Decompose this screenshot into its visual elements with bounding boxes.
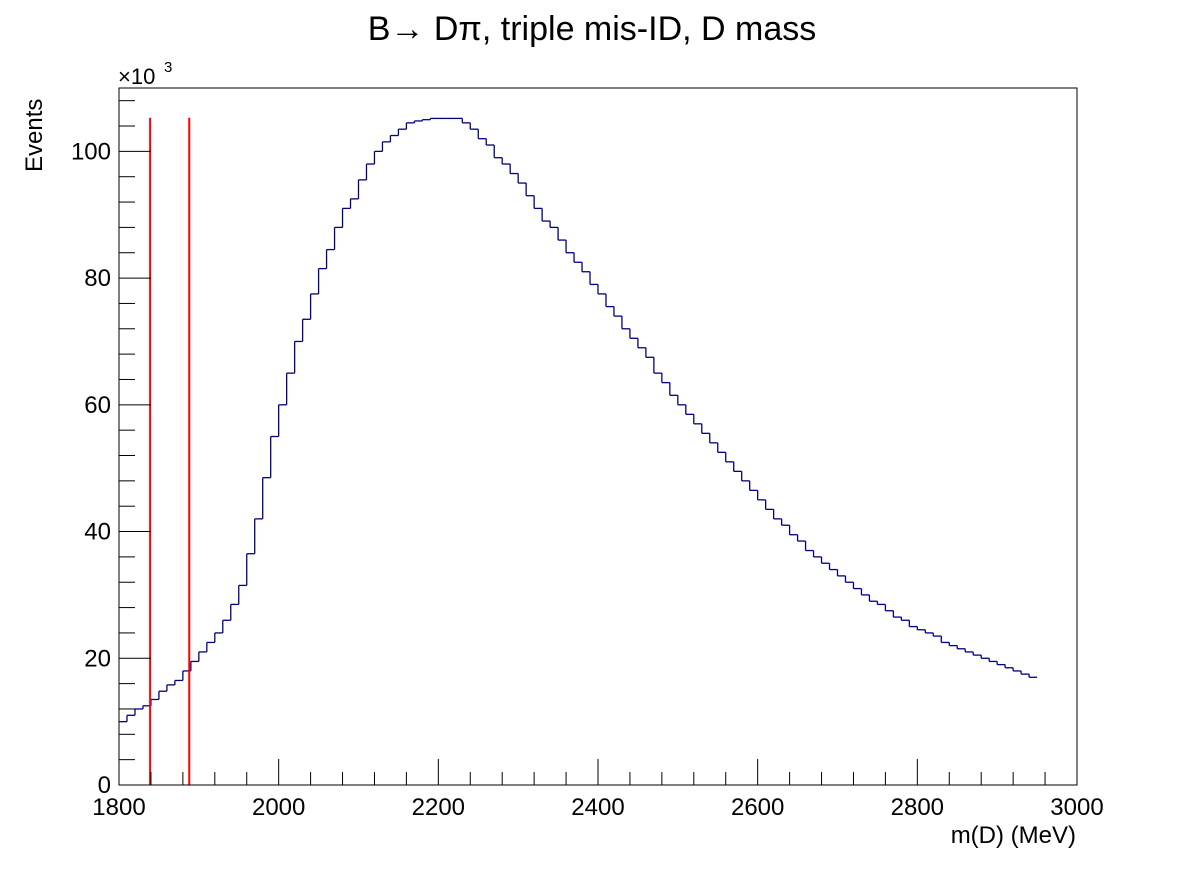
y-axis-label: Events [21,99,48,172]
y-tick-label: 40 [84,519,111,546]
y-tick-label: 0 [98,772,111,799]
y-multiplier-exponent: 3 [164,59,172,76]
cut-lines-layer [149,117,191,785]
x-axis-label: m(D) (MeV) [951,822,1076,849]
y-multiplier: ×10 3 [118,59,172,89]
x-tick-label: 3000 [1050,794,1103,821]
x-tick-label: 2400 [571,794,624,821]
ticks-layer: 1800 2000 2200 2400 2600 2800 3000 0 20 40 60 80 100 [71,100,1104,821]
y-multiplier-base: ×10 [118,64,155,89]
histogram-layer [119,117,1038,723]
y-tick-label: 20 [84,645,111,672]
y-tick-label: 60 [84,392,111,419]
plot-frame [118,87,1078,786]
y-tick-label: 100 [71,138,111,165]
x-tick-label: 2800 [891,794,944,821]
x-tick-label: 1800 [92,794,145,821]
y-tick-label: 80 [84,265,111,292]
chart-title: B→ Dπ, triple mis-ID, D mass [368,10,817,48]
x-tick-label: 2000 [252,794,305,821]
x-tick-label: 2600 [731,794,784,821]
x-tick-label: 2200 [412,794,465,821]
